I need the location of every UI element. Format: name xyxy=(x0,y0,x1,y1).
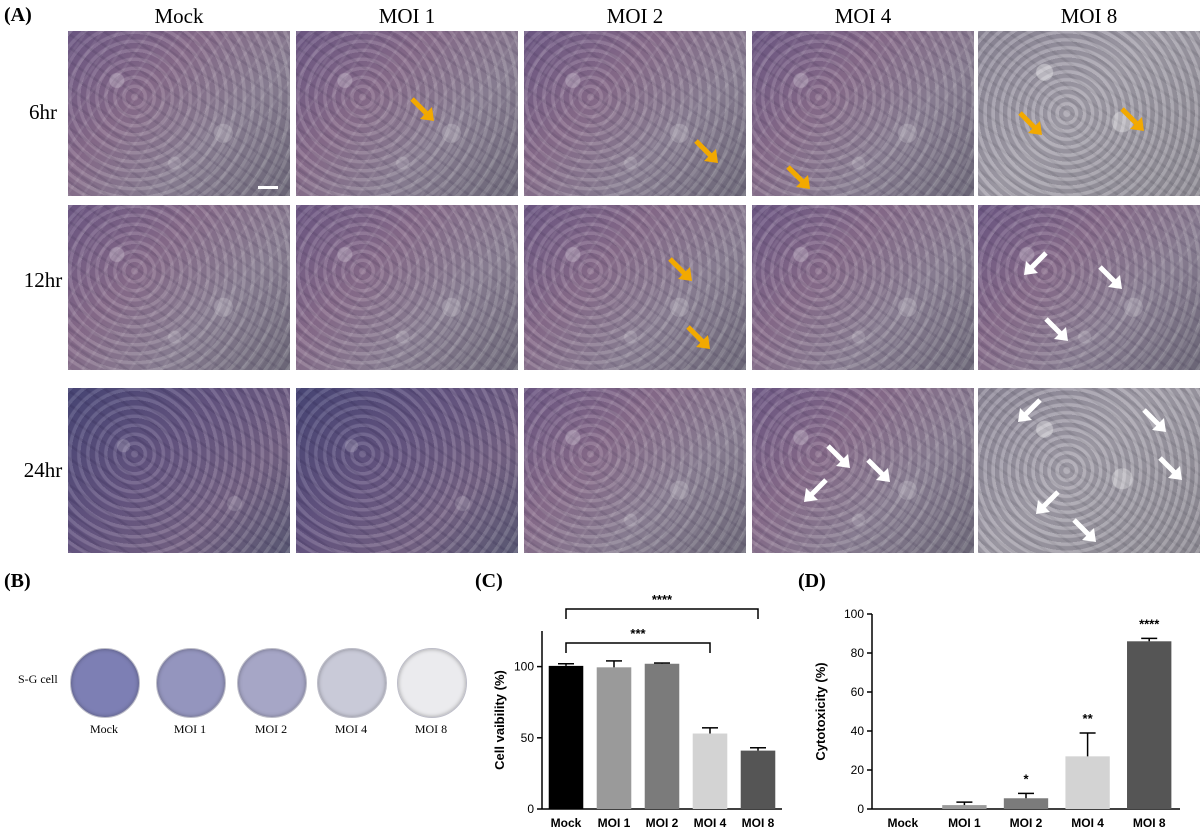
micrograph-12hr-mock xyxy=(68,205,290,370)
x-tick-label: MOI 4 xyxy=(1071,816,1104,830)
dish-label-moi8: MOI 8 xyxy=(414,722,448,736)
x-tick-label: MOI 2 xyxy=(1010,816,1043,830)
micrograph-24hr-moi2 xyxy=(524,388,746,553)
dish-moi2 xyxy=(237,648,307,718)
micrograph-24hr-moi8 xyxy=(978,388,1200,553)
bar-moi1 xyxy=(596,667,632,809)
white-arrow-icon xyxy=(826,444,850,468)
y-axis-title: Cell vaibility (%) xyxy=(492,670,507,770)
significance-mark: * xyxy=(1023,771,1029,786)
white-arrow-icon xyxy=(1024,251,1048,275)
micrograph-24hr-moi1 xyxy=(296,388,518,553)
y-tick-label: 0 xyxy=(527,802,534,816)
white-arrow-icon xyxy=(1072,518,1096,542)
bar-moi1 xyxy=(942,805,987,809)
micrograph-6hr-moi8 xyxy=(978,31,1200,196)
column-header-moi1: MOI 1 xyxy=(378,4,436,28)
white-arrow-icon xyxy=(1142,408,1166,432)
significance-label: **** xyxy=(652,592,673,607)
row-header-12hr: 12hr xyxy=(23,268,63,292)
yellow-arrow-icon xyxy=(786,165,810,189)
white-arrow-icon xyxy=(866,458,890,482)
x-tick-label: Mock xyxy=(551,816,582,830)
bar-moi8 xyxy=(1127,641,1172,809)
y-tick-label: 100 xyxy=(514,660,534,674)
white-arrow-icon xyxy=(1018,398,1042,422)
bar-moi2 xyxy=(1003,798,1049,809)
panel-d-letter: (D) xyxy=(798,570,826,592)
x-tick-label: MOI 8 xyxy=(742,816,775,830)
column-header-moi8: MOI 8 xyxy=(1060,4,1118,28)
x-tick-label: MOI 2 xyxy=(646,816,679,830)
y-axis-title: Cytotoxicity (%) xyxy=(813,662,828,760)
y-tick-label: 60 xyxy=(851,685,865,699)
scale-bar xyxy=(258,186,278,189)
y-tick-label: 50 xyxy=(521,731,535,745)
bar-moi4 xyxy=(692,733,728,809)
x-tick-label: MOI 4 xyxy=(694,816,727,830)
column-header-moi4: MOI 4 xyxy=(834,4,892,28)
cytotoxicity-chart: 0 20 40 60 80 100 Cytotoxicity (%) Mock MOI 1 MOI… xyxy=(813,607,1180,830)
significance-label: *** xyxy=(630,626,646,641)
significance-bracket xyxy=(565,642,711,653)
panel-a-letter: (A) xyxy=(4,4,32,26)
dish-label-moi1: MOI 1 xyxy=(173,722,207,736)
cell-line-label: S-G cell xyxy=(18,672,58,686)
row-header-24hr: 24hr xyxy=(23,458,63,482)
micrograph-6hr-moi4 xyxy=(752,31,974,196)
micrograph-12hr-moi8 xyxy=(978,205,1200,370)
white-arrow-icon xyxy=(804,478,828,502)
panel-c-letter: (C) xyxy=(475,570,503,592)
dish-moi4 xyxy=(317,648,387,718)
bar-moi4 xyxy=(1065,756,1110,809)
x-tick-label: MOI 1 xyxy=(598,816,631,830)
micrograph-12hr-moi1 xyxy=(296,205,518,370)
bar-moi8 xyxy=(740,750,776,809)
y-tick-label: 40 xyxy=(851,724,865,738)
significance-mark: ** xyxy=(1083,711,1094,726)
white-arrow-icon xyxy=(1044,317,1068,341)
yellow-arrow-icon xyxy=(410,97,434,121)
dish-mock xyxy=(70,648,140,718)
dish-label-mock: Mock xyxy=(90,722,118,736)
significance-bracket xyxy=(565,608,759,619)
micrograph-12hr-moi2 xyxy=(524,205,746,370)
bar-mock xyxy=(548,665,584,809)
x-tick-label: MOI 8 xyxy=(1133,816,1166,830)
dish-label-moi2: MOI 2 xyxy=(254,722,288,736)
significance-mark: **** xyxy=(1139,616,1160,631)
white-arrow-icon xyxy=(1098,265,1122,289)
bar-moi2 xyxy=(644,663,680,809)
column-header-mock: Mock xyxy=(154,4,204,28)
yellow-arrow-icon xyxy=(668,257,692,281)
white-arrow-icon xyxy=(1158,456,1182,480)
dish-moi8 xyxy=(397,648,467,718)
panel-b-letter: (B) xyxy=(4,570,31,592)
y-tick-label: 20 xyxy=(851,763,865,777)
micrograph-6hr-moi2 xyxy=(524,31,746,196)
x-tick-label: MOI 1 xyxy=(948,816,981,830)
micrograph-24hr-mock xyxy=(68,388,290,553)
dish-label-moi4: MOI 4 xyxy=(334,722,368,736)
yellow-arrow-icon xyxy=(686,325,710,349)
micrograph-24hr-moi4 xyxy=(752,388,974,553)
row-header-6hr: 6hr xyxy=(29,100,57,124)
y-tick-label: 80 xyxy=(851,646,865,660)
micrograph-6hr-mock xyxy=(68,31,290,196)
micrograph-12hr-moi4 xyxy=(752,205,974,370)
column-header-moi2: MOI 2 xyxy=(606,4,664,28)
micrograph-6hr-moi1 xyxy=(296,31,518,196)
yellow-arrow-icon xyxy=(1018,111,1042,135)
cell-viability-chart: 0 50 100 Cell vaibility (%) Mock MOI 1 MOI 2 MO… xyxy=(492,592,782,830)
yellow-arrow-icon xyxy=(694,139,718,163)
y-tick-label: 0 xyxy=(857,802,864,816)
white-arrow-icon xyxy=(1036,490,1060,514)
dish-moi1 xyxy=(156,648,226,718)
y-tick-label: 100 xyxy=(844,607,864,621)
yellow-arrow-icon xyxy=(1120,107,1144,131)
x-tick-label: Mock xyxy=(887,816,918,830)
